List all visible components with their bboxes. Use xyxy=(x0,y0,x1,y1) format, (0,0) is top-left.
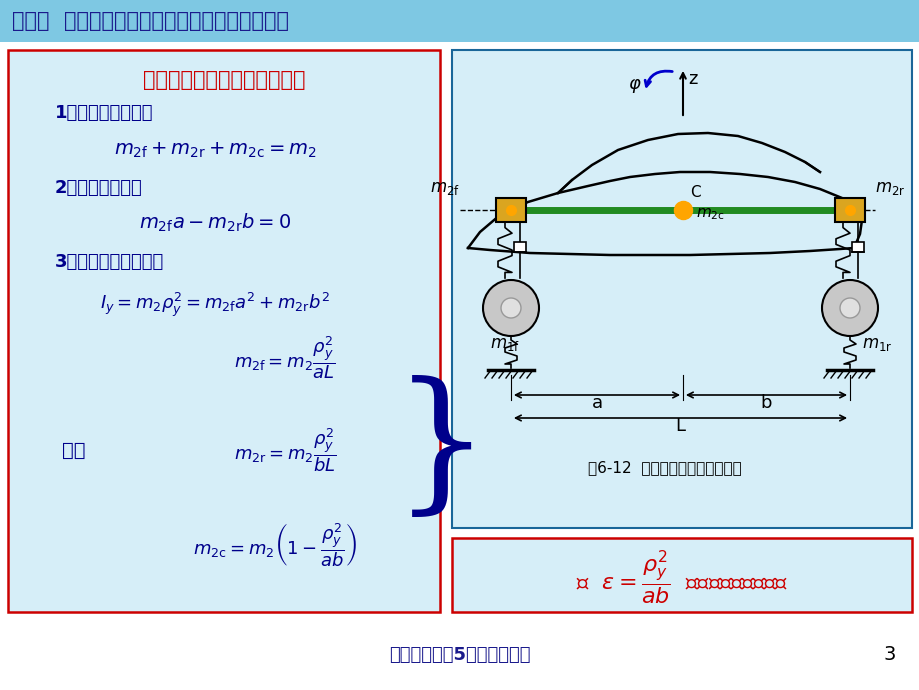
Circle shape xyxy=(501,298,520,318)
Text: 1）总质量保持不变: 1）总质量保持不变 xyxy=(55,104,153,122)
Text: L: L xyxy=(675,417,685,435)
Text: b: b xyxy=(759,394,771,412)
Bar xyxy=(851,242,863,252)
Text: 图6-12  双轴汽车简化的平面模型: 图6-12 双轴汽车简化的平面模型 xyxy=(587,460,741,475)
Text: $m_{2\mathrm{r}}$: $m_{2\mathrm{r}}$ xyxy=(874,179,904,197)
Text: a: a xyxy=(591,394,602,412)
Bar xyxy=(514,242,526,252)
Text: C: C xyxy=(689,185,700,200)
Text: $\varphi$: $\varphi$ xyxy=(628,77,641,95)
Circle shape xyxy=(821,280,877,336)
Text: $m_{2\mathrm{f}} + m_{2\mathrm{r}} + m_{2\mathrm{c}} = m_2$: $m_{2\mathrm{f}} + m_{2\mathrm{r}} + m_{… xyxy=(114,140,316,159)
Text: 令  $\varepsilon = \dfrac{\rho_y^2}{ab}$  悬挂质量分配系数。: 令 $\varepsilon = \dfrac{\rho_y^2}{ab}$ 悬… xyxy=(575,549,788,607)
Text: 解得: 解得 xyxy=(62,440,85,460)
Circle shape xyxy=(839,298,859,318)
Text: $m_{2\mathrm{c}} = m_2\left(1 - \dfrac{\rho_y^2}{ab}\right)$: $m_{2\mathrm{c}} = m_2\left(1 - \dfrac{\… xyxy=(193,521,357,569)
Text: z: z xyxy=(687,70,697,88)
Text: $I_y = m_2\rho_y^2 = m_{2\mathrm{f}}a^2 + m_{2\mathrm{r}}b^2$: $I_y = m_2\rho_y^2 = m_{2\mathrm{f}}a^2 … xyxy=(100,291,330,319)
Text: 汽车理论（第5版）教学课件: 汽车理论（第5版）教学课件 xyxy=(389,646,530,664)
FancyBboxPatch shape xyxy=(834,198,864,222)
Text: 简化前后应满足以下三个条件: 简化前后应满足以下三个条件 xyxy=(142,70,305,90)
Text: 3）转动惯量保持不变: 3）转动惯量保持不变 xyxy=(55,253,165,271)
FancyBboxPatch shape xyxy=(451,50,911,528)
Text: }: } xyxy=(392,376,490,524)
Text: $m_{2\mathrm{f}}a - m_{2\mathrm{r}}b = 0$: $m_{2\mathrm{f}}a - m_{2\mathrm{r}}b = 0… xyxy=(139,212,290,234)
FancyBboxPatch shape xyxy=(495,198,526,222)
FancyBboxPatch shape xyxy=(8,50,439,612)
Text: $m_{1\mathrm{r}}$: $m_{1\mathrm{r}}$ xyxy=(861,335,891,353)
Text: $m_{1\mathrm{f}}$: $m_{1\mathrm{f}}$ xyxy=(490,335,519,353)
FancyBboxPatch shape xyxy=(451,538,911,612)
FancyBboxPatch shape xyxy=(0,0,919,42)
Circle shape xyxy=(482,280,539,336)
Text: 第三节  汽车振动系统的简化，单质量系统的振动: 第三节 汽车振动系统的简化，单质量系统的振动 xyxy=(12,11,289,31)
Text: $m_{2\mathrm{f}}$: $m_{2\mathrm{f}}$ xyxy=(429,179,460,197)
Text: 3: 3 xyxy=(883,646,895,664)
Text: 2）质心位置不变: 2）质心位置不变 xyxy=(55,179,142,197)
Text: $m_{2\mathrm{r}} = m_2\dfrac{\rho_y^2}{bL}$: $m_{2\mathrm{r}} = m_2\dfrac{\rho_y^2}{b… xyxy=(233,426,336,474)
Text: $m_{2\mathrm{c}}$: $m_{2\mathrm{c}}$ xyxy=(696,206,724,221)
Text: $m_{2\mathrm{f}} = m_2\dfrac{\rho_y^2}{aL}$: $m_{2\mathrm{f}} = m_2\dfrac{\rho_y^2}{a… xyxy=(234,335,335,382)
